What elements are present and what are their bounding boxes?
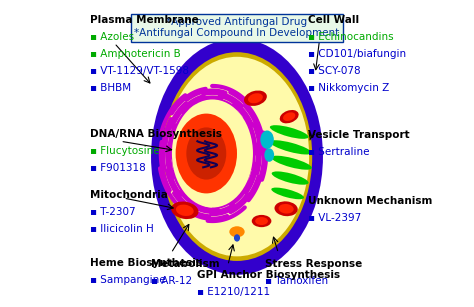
Text: Heme Biosynthesis: Heme Biosynthesis	[90, 258, 201, 268]
Ellipse shape	[283, 112, 295, 121]
Text: ▪ Sampangine: ▪ Sampangine	[90, 275, 165, 285]
Text: ▪ E1210/1211: ▪ E1210/1211	[197, 287, 270, 297]
Text: ▪ Nikkomycin Z: ▪ Nikkomycin Z	[308, 83, 389, 93]
Ellipse shape	[260, 130, 274, 149]
Text: ▪ Amphotericin B: ▪ Amphotericin B	[90, 49, 181, 59]
Text: ▪ Tamoxifen: ▪ Tamoxifen	[264, 276, 328, 286]
Ellipse shape	[272, 171, 309, 185]
Ellipse shape	[272, 156, 312, 170]
Text: Cell Wall: Cell Wall	[308, 15, 359, 25]
Text: ▪ BHBM: ▪ BHBM	[90, 83, 131, 93]
Ellipse shape	[165, 57, 309, 256]
Ellipse shape	[252, 215, 272, 227]
Text: Plasma Membrane: Plasma Membrane	[90, 15, 199, 25]
Ellipse shape	[171, 201, 199, 219]
Ellipse shape	[175, 114, 237, 193]
Ellipse shape	[280, 110, 299, 123]
Text: *Approved Antifungal Drug
*Antifungal Compound In Development: *Approved Antifungal Drug *Antifungal Co…	[134, 17, 340, 38]
Ellipse shape	[151, 38, 323, 275]
Ellipse shape	[234, 234, 240, 242]
Text: DNA/RNA Biosynthesis: DNA/RNA Biosynthesis	[90, 129, 222, 139]
Ellipse shape	[176, 204, 194, 216]
Text: Unknown Mechanism: Unknown Mechanism	[308, 196, 432, 207]
Ellipse shape	[271, 188, 304, 199]
Text: ▪ Ilicicolin H: ▪ Ilicicolin H	[90, 224, 154, 234]
Text: GPI Anchor Biosynthesis: GPI Anchor Biosynthesis	[197, 270, 340, 280]
Ellipse shape	[279, 204, 294, 214]
Text: Stress Response: Stress Response	[264, 259, 362, 270]
Text: ▪ CD101/biafungin: ▪ CD101/biafungin	[308, 49, 406, 59]
Ellipse shape	[270, 140, 311, 154]
Ellipse shape	[270, 125, 309, 139]
Ellipse shape	[255, 217, 268, 225]
Text: ▪ VT-1129/VT-1598: ▪ VT-1129/VT-1598	[90, 66, 189, 76]
Ellipse shape	[248, 93, 263, 103]
Text: Vesicle Transport: Vesicle Transport	[308, 130, 409, 141]
Ellipse shape	[186, 127, 226, 180]
Ellipse shape	[172, 99, 253, 208]
Text: ▪ Echinocandins: ▪ Echinocandins	[308, 32, 393, 42]
Text: ▪ Flucytosine: ▪ Flucytosine	[90, 146, 159, 156]
Text: ▪ SCY-078: ▪ SCY-078	[308, 66, 360, 76]
Text: ▪ Azoles: ▪ Azoles	[90, 32, 134, 42]
Ellipse shape	[162, 52, 312, 261]
Ellipse shape	[229, 226, 245, 237]
Text: Metabolism: Metabolism	[151, 259, 219, 270]
Ellipse shape	[264, 148, 274, 162]
Text: ▪ Sertraline: ▪ Sertraline	[308, 147, 369, 157]
Text: ▪ AR-12: ▪ AR-12	[151, 276, 192, 286]
Ellipse shape	[244, 91, 267, 106]
Text: ▪ F901318: ▪ F901318	[90, 163, 146, 173]
Text: ▪ T-2307: ▪ T-2307	[90, 207, 135, 217]
Ellipse shape	[274, 201, 298, 216]
Text: ▪ VL-2397: ▪ VL-2397	[308, 213, 361, 223]
Text: Mitochondria: Mitochondria	[90, 190, 167, 200]
